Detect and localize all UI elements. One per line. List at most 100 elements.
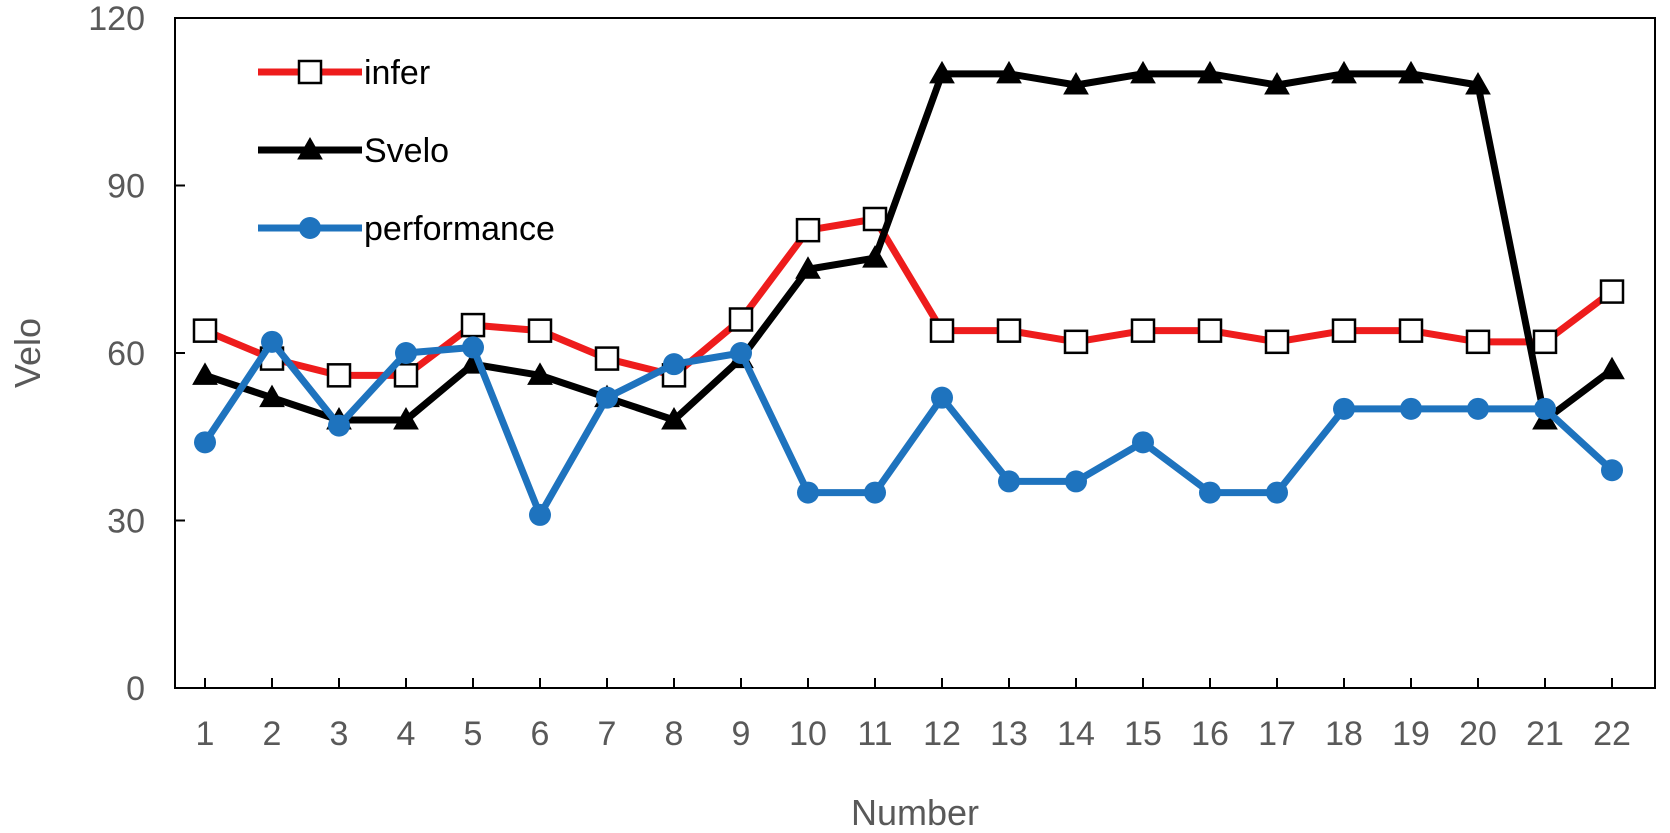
- x-tick-label: 4: [397, 715, 416, 753]
- x-tick-label: 20: [1459, 715, 1497, 753]
- data-point-infer: [1331, 318, 1357, 343]
- data-point-infer: [929, 318, 955, 343]
- y-tick-label: 0: [126, 670, 145, 708]
- x-tick-label: 18: [1325, 715, 1363, 753]
- data-point-performance: [596, 386, 618, 409]
- data-point-infer: [594, 346, 620, 371]
- x-tick-label: 1: [196, 715, 215, 753]
- legend-label: Svelo: [364, 132, 449, 170]
- data-point-Svelo: [862, 245, 888, 268]
- data-point-Svelo: [393, 406, 419, 430]
- data-point-Svelo: [1398, 60, 1424, 84]
- x-tick-label: 19: [1392, 715, 1430, 753]
- data-point-performance: [1467, 397, 1489, 420]
- data-point-infer: [1398, 318, 1424, 343]
- data-point-infer: [192, 318, 218, 343]
- data-point-performance: [261, 330, 283, 353]
- data-point-performance: [1266, 481, 1288, 504]
- data-point-infer: [1197, 318, 1223, 343]
- data-point-performance: [328, 414, 350, 437]
- x-tick-label: 16: [1191, 715, 1229, 753]
- data-point-performance: [395, 342, 417, 364]
- y-tick-label: 30: [107, 503, 145, 541]
- x-tick-label: 6: [531, 715, 550, 753]
- data-point-infer: [1532, 329, 1558, 355]
- data-point-infer: [326, 363, 352, 388]
- x-tick-label: 22: [1593, 715, 1631, 753]
- legend-swatch-marker: [299, 217, 321, 239]
- data-point-infer: [1465, 329, 1491, 355]
- x-tick-label: 2: [263, 715, 282, 753]
- data-point-Svelo: [795, 256, 821, 279]
- series-performance: [194, 330, 1623, 526]
- data-point-performance: [1333, 397, 1355, 420]
- x-tick-label: 21: [1526, 715, 1564, 753]
- y-axis-ticks: 0 30 60 90 120: [88, 0, 185, 708]
- data-point-Svelo: [929, 60, 955, 84]
- data-point-Svelo: [1264, 71, 1290, 95]
- data-point-infer: [996, 318, 1022, 343]
- x-tick-label: 10: [789, 715, 827, 753]
- x-axis-ticks: 1 2 3 4 5 6 7 8 9 10 11 12 13 14 15 16 17 18 19 20 21 22: [196, 678, 1631, 753]
- x-tick-label: 8: [665, 715, 684, 753]
- data-point-performance: [931, 386, 953, 409]
- data-point-performance: [1132, 431, 1154, 454]
- data-point-infer: [393, 363, 419, 388]
- data-point-Svelo: [259, 384, 285, 408]
- y-tick-label: 120: [88, 0, 145, 38]
- series-layer: [192, 60, 1625, 526]
- data-point-infer: [1063, 329, 1089, 355]
- data-point-infer: [1130, 318, 1156, 343]
- x-tick-label: 12: [923, 715, 961, 753]
- legend-item-infer: infer: [258, 54, 430, 92]
- data-point-Svelo: [996, 60, 1022, 84]
- data-point-performance: [1199, 481, 1221, 504]
- data-point-performance: [1601, 459, 1623, 482]
- x-tick-label: 3: [330, 715, 349, 753]
- y-tick-label: 60: [107, 335, 145, 373]
- data-point-Svelo: [1197, 60, 1223, 84]
- data-point-infer: [795, 217, 821, 243]
- data-point-performance: [864, 481, 886, 504]
- x-tick-label: 5: [464, 715, 483, 753]
- data-point-performance: [998, 470, 1020, 493]
- x-tick-label: 14: [1057, 715, 1095, 753]
- y-tick-label: 90: [107, 168, 145, 206]
- data-point-performance: [194, 431, 216, 454]
- data-point-Svelo: [1465, 71, 1491, 95]
- data-point-infer: [1264, 329, 1290, 355]
- x-tick-label: 7: [598, 715, 617, 753]
- x-tick-label: 15: [1124, 715, 1162, 753]
- data-point-performance: [730, 342, 752, 364]
- data-point-Svelo: [192, 362, 218, 385]
- data-point-performance: [1534, 397, 1556, 420]
- data-point-Svelo: [1599, 356, 1625, 380]
- data-point-infer: [527, 318, 553, 343]
- series-Svelo: [192, 60, 1625, 430]
- series-line-Svelo: [203, 70, 1615, 424]
- data-point-performance: [529, 503, 551, 526]
- legend-swatch-marker: [297, 59, 323, 85]
- data-point-performance: [663, 353, 685, 376]
- legend: infer Svelo performance: [258, 54, 555, 248]
- data-point-performance: [797, 481, 819, 504]
- data-point-Svelo: [1130, 60, 1156, 84]
- y-axis-title: Velo: [7, 318, 48, 388]
- x-tick-label: 13: [990, 715, 1028, 753]
- data-point-Svelo: [661, 406, 687, 430]
- x-tick-label: 9: [732, 715, 751, 753]
- data-point-performance: [462, 336, 484, 359]
- data-point-performance: [1065, 470, 1087, 493]
- legend-item-performance: performance: [258, 210, 555, 248]
- data-point-Svelo: [1063, 71, 1089, 95]
- data-point-infer: [1599, 279, 1625, 304]
- series-line-performance: [202, 338, 1615, 519]
- data-point-infer: [728, 307, 754, 332]
- legend-swatch-marker: [297, 136, 323, 160]
- data-point-infer: [460, 312, 486, 338]
- data-point-performance: [1400, 397, 1422, 420]
- x-tick-label: 11: [857, 715, 892, 753]
- legend-label: infer: [364, 54, 430, 92]
- data-point-Svelo: [527, 362, 553, 385]
